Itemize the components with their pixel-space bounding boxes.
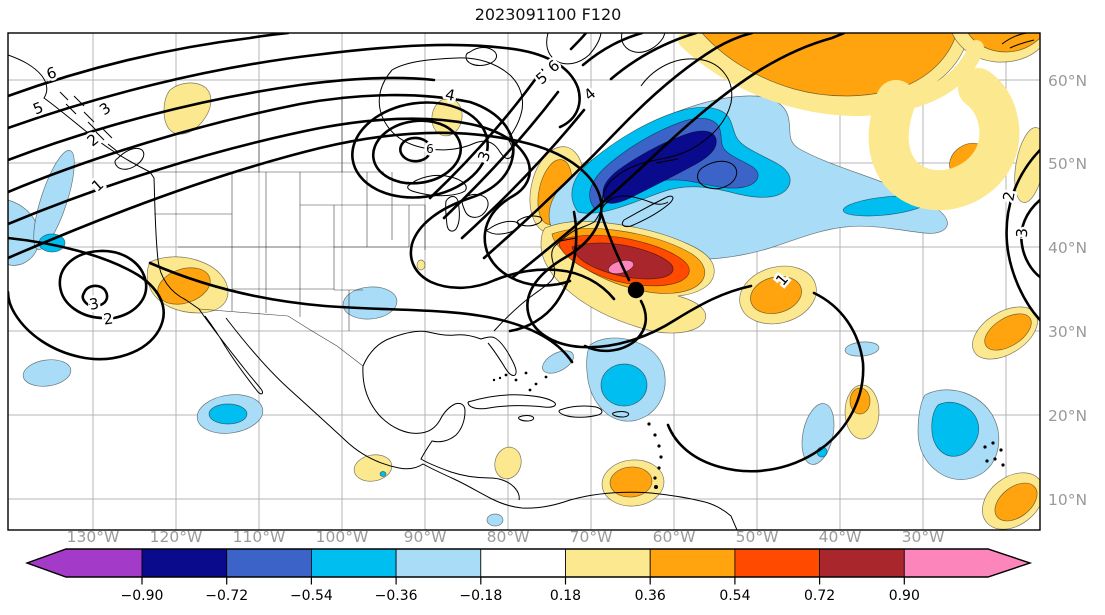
contour-label: 2 <box>102 309 114 328</box>
colorbar-segments <box>142 549 904 577</box>
colorbar-segment <box>311 549 396 577</box>
lat-tick-label: 60°N <box>1048 72 1087 90</box>
shaded-region-positive <box>491 444 524 482</box>
colorbar-segment <box>227 549 312 577</box>
colorbar-tick-label: 0.36 <box>635 588 666 604</box>
contour-label: 4 <box>580 84 599 104</box>
storm-position-marker <box>628 282 644 298</box>
contour-label: 6 <box>426 142 434 156</box>
shaded-region-negative <box>21 357 72 389</box>
colorbar-tick-label: −0.72 <box>205 588 248 604</box>
lat-tick-label: 50°N <box>1048 155 1087 173</box>
colorbar-tick-label: 0.54 <box>719 588 750 604</box>
shaded-region-positive <box>352 452 394 484</box>
weather-map-figure: 2023091100 F120 <box>0 0 1105 615</box>
lat-tick-label: 10°N <box>1048 491 1087 509</box>
colorbar-tick-label: −0.54 <box>290 588 333 604</box>
shaded-region-negative <box>209 404 247 424</box>
contour-label: 3 <box>1013 228 1031 238</box>
colorbar-segment <box>735 549 820 577</box>
longitude-axis-labels: 130°W 120°W 110°W 100°W 90°W 80°W 70°W 60°W 50°W… <box>67 528 945 546</box>
figure-title: 2023091100 F120 <box>475 5 622 24</box>
latitude-axis-labels: 60°N 50°N 40°N 30°N 20°N 10°N <box>1048 72 1087 509</box>
contour-line-closed <box>60 251 146 318</box>
contour-label: 2 <box>84 130 103 150</box>
colorbar-segment <box>650 549 735 577</box>
colorbar-segment <box>566 549 651 577</box>
colorbar-segment <box>142 549 227 577</box>
shaded-region-negative <box>797 401 839 468</box>
colorbar-tick-label: 0.90 <box>889 588 920 604</box>
lon-tick-label: 60°W <box>653 528 696 546</box>
lon-tick-label: 130°W <box>67 528 120 546</box>
colorbar-tick-label: −0.36 <box>375 588 418 604</box>
colorbar-over-arrow <box>904 549 1030 577</box>
shaded-region-negative <box>601 364 647 406</box>
lat-tick-label: 40°N <box>1048 239 1087 257</box>
colorbar: −0.90 −0.72 −0.54 −0.36 −0.18 0.18 0.36 0.54 0.7… <box>27 549 1030 604</box>
map-canvas: 2023091100 F120 <box>0 0 1105 615</box>
contour-label: 3 <box>474 149 494 164</box>
lon-tick-label: 50°W <box>736 528 779 546</box>
lon-tick-label: 80°W <box>487 528 530 546</box>
lon-tick-label: 100°W <box>316 528 369 546</box>
lon-tick-label: 70°W <box>570 528 613 546</box>
contour-label: 3 <box>88 294 101 313</box>
colorbar-segment <box>481 549 566 577</box>
shaded-region-positive <box>417 260 425 270</box>
shaded-region-negative <box>487 514 503 526</box>
colorbar-under-arrow <box>27 549 142 577</box>
lat-tick-label: 30°N <box>1048 323 1087 341</box>
lat-tick-label: 20°N <box>1048 407 1087 425</box>
coastline-gulf-yucatan <box>363 366 519 500</box>
colorbar-segment <box>396 549 481 577</box>
lon-tick-label: 40°W <box>819 528 862 546</box>
lon-tick-label: 90°W <box>404 528 447 546</box>
colorbar-tick-label: −0.90 <box>121 588 164 604</box>
contour-label: 3 <box>96 99 114 119</box>
colorbar-tick-label: 0.72 <box>804 588 835 604</box>
contour-label: 5 <box>532 68 551 88</box>
colorbar-tick-label: −0.18 <box>459 588 502 604</box>
lon-tick-label: 30°W <box>902 528 945 546</box>
colorbar-tick-labels: −0.90 −0.72 −0.54 −0.36 −0.18 0.18 0.36 0.54 0.7… <box>121 577 920 604</box>
colorbar-segment <box>820 549 905 577</box>
shaded-region-negative <box>380 472 386 477</box>
colorbar-tick-label: 0.18 <box>550 588 581 604</box>
lon-tick-label: 110°W <box>233 528 286 546</box>
contour-label: 5 <box>30 98 46 118</box>
lon-tick-label: 120°W <box>150 528 203 546</box>
contour-line <box>8 78 434 160</box>
